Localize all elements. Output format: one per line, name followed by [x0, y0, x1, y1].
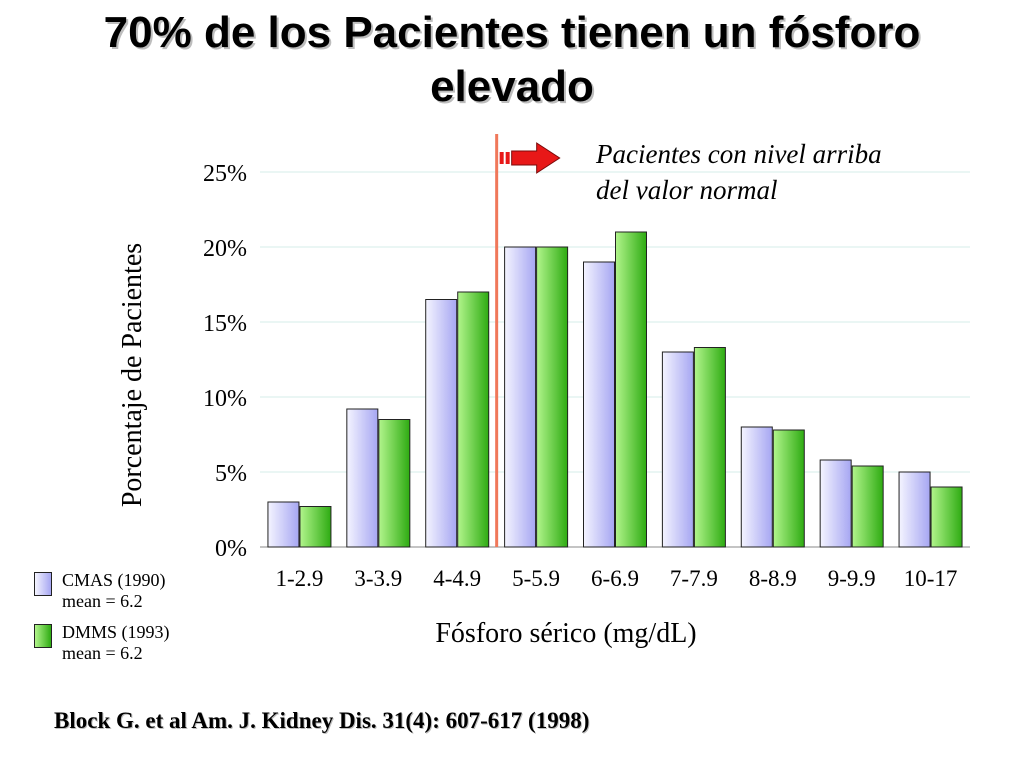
y-axis-ticks: 0% 5% 10% 15% 20% 25%	[203, 161, 247, 562]
x-tick-label: 10-17	[904, 566, 958, 591]
x-tick-label: 1-2.9	[275, 566, 323, 591]
x-axis-ticks: 1-2.9 3-3.9 4-4.9 5-5.9 6-6.9 7-7.9 8-8.9 9-9.9…	[275, 566, 957, 591]
x-tick-label: 5-5.9	[512, 566, 560, 591]
y-tick-label: 10%	[203, 386, 247, 412]
chart-title: 70% de los Pacientes tienen un fósforo e…	[20, 6, 1004, 114]
legend-note-cmas: mean = 6.2	[62, 591, 143, 611]
x-tick-label: 8-8.9	[749, 566, 797, 591]
y-tick-label: 25%	[203, 161, 247, 187]
legend-swatch-dmms	[34, 624, 52, 648]
legend-note-dmms: mean = 6.2	[62, 643, 143, 663]
citation: Block G. et al Am. J. Kidney Dis. 31(4):…	[54, 708, 590, 733]
bar-cmas	[819, 459, 852, 548]
y-tick-label: 0%	[215, 536, 247, 562]
bar-dmms	[693, 347, 726, 548]
right-arrow-icon	[499, 142, 561, 174]
x-tick-label: 9-9.9	[828, 566, 876, 591]
bar-cmas	[740, 426, 773, 548]
x-tick-label: 4-4.9	[433, 566, 481, 591]
bar-dmms	[615, 231, 647, 548]
bar-cmas	[583, 261, 615, 548]
chart-title-line-1: 70% de los Pacientes tienen un fósforo	[103, 8, 921, 57]
bar-cmas	[898, 471, 931, 548]
annotation-line-2: del valor normal	[596, 175, 778, 205]
bar-dmms	[772, 429, 805, 548]
bar-cmas	[504, 246, 537, 548]
bar-cmas	[661, 351, 694, 548]
legend-item-cmas: CMAS (1990) mean = 6.2	[34, 570, 234, 622]
bar-dmms	[457, 291, 490, 548]
reference-marker	[495, 134, 561, 547]
legend-item-dmms: DMMS (1993) mean = 6.2	[34, 622, 234, 674]
x-tick-label: 7-7.9	[670, 566, 718, 591]
annotation-text: Pacientes con nivel arriba del valor nor…	[596, 136, 882, 208]
bar-cmas	[346, 408, 379, 548]
y-tick-label: 5%	[215, 461, 247, 487]
y-tick-label: 20%	[203, 236, 247, 262]
bar-cmas	[425, 299, 458, 548]
y-axis-label: Porcentaje de Pacientes	[117, 242, 148, 508]
annotation-line-1: Pacientes con nivel arriba	[596, 139, 882, 169]
x-tick-label: 6-6.9	[591, 566, 639, 591]
chart-title-line-2: elevado	[430, 62, 594, 111]
legend-label-dmms: DMMS (1993)	[62, 622, 170, 642]
x-tick-label: 3-3.9	[354, 566, 402, 591]
legend-label-cmas: CMAS (1990)	[62, 570, 166, 590]
bar-cmas	[267, 501, 300, 548]
bar-dmms	[299, 506, 332, 548]
bars	[267, 231, 963, 548]
legend: CMAS (1990) mean = 6.2 DMMS (1993) mean …	[34, 570, 234, 674]
bar-dmms	[378, 419, 411, 548]
bar-dmms	[536, 246, 569, 548]
bar-dmms	[851, 465, 884, 548]
y-tick-label: 15%	[203, 311, 247, 337]
x-axis-label: Fósforo sérico (mg/dL)	[435, 618, 697, 649]
bar-dmms	[930, 486, 963, 548]
legend-swatch-cmas	[34, 572, 52, 596]
